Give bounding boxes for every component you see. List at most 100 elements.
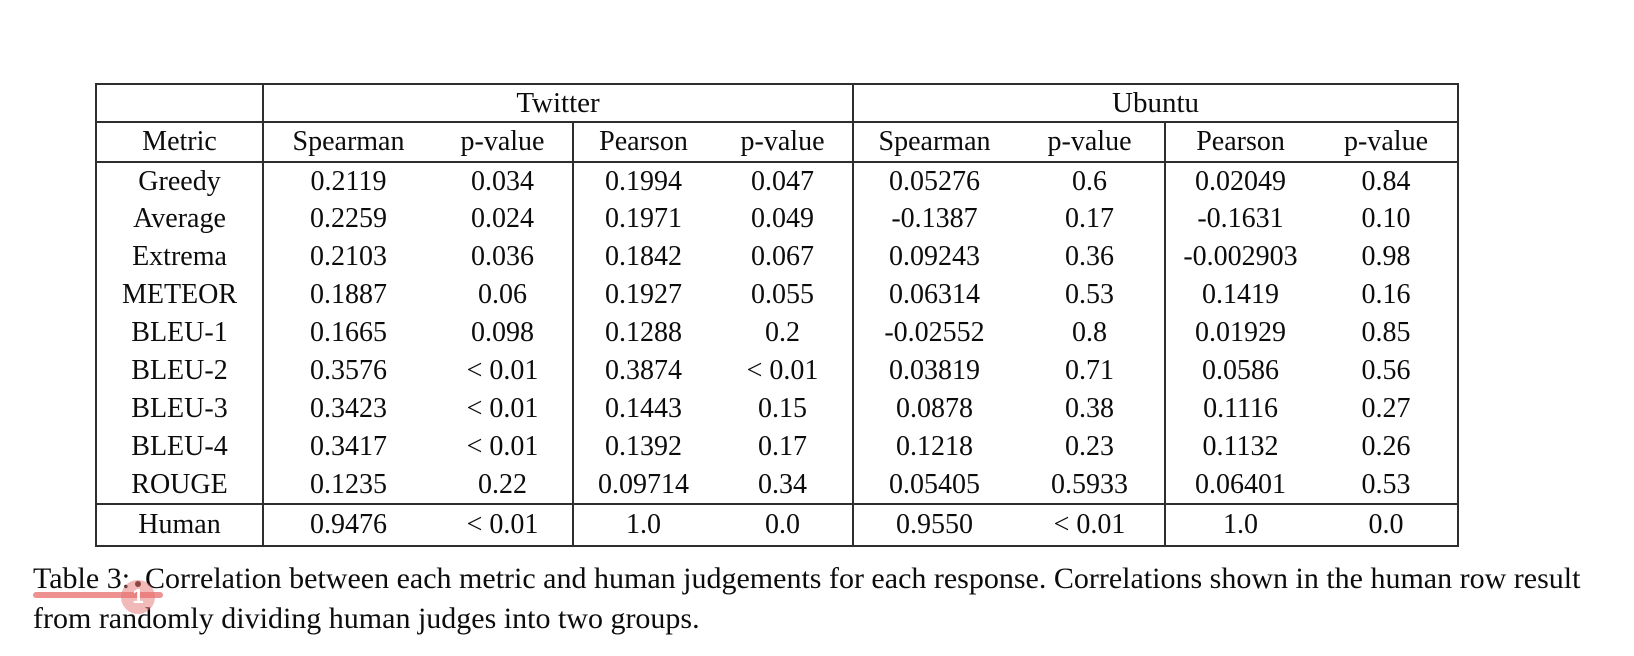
value-cell: 0.036: [471, 241, 534, 272]
metric-cell: ROUGE: [131, 468, 228, 500]
value-cell: 0.03819: [852, 352, 1016, 390]
corner-cell: [96, 84, 263, 122]
value-cell: 0.71: [1065, 355, 1115, 386]
value-cell: 0.1419: [1164, 276, 1316, 314]
value-cell: 0.049: [751, 203, 815, 234]
value-cell: 0.23: [1065, 431, 1115, 462]
value-cell: 0.0: [765, 509, 801, 540]
caption-text: Correlation between each metric and huma…: [33, 562, 1581, 635]
metric-cell: Human: [138, 509, 221, 540]
value-cell: 0.034: [471, 165, 534, 197]
value-cell: < 0.01: [746, 355, 819, 386]
column-header-spearman-ubuntu: Spearman: [852, 122, 1016, 162]
value-cell: < 0.01: [466, 509, 539, 540]
value-cell: 0.1288: [572, 314, 713, 352]
value-cell: < 0.01: [466, 431, 539, 462]
column-header-pearson-ubuntu: Pearson: [1164, 122, 1316, 162]
value-cell: -0.1631: [1164, 200, 1316, 238]
value-cell: 1.0: [1164, 504, 1316, 546]
metric-cell: BLEU-3: [131, 393, 228, 424]
column-header-pvalue: p-value: [1344, 126, 1429, 157]
value-cell: < 0.01: [466, 355, 539, 386]
column-header-pvalue: p-value: [740, 126, 825, 157]
value-cell: 0.3576: [262, 352, 433, 390]
value-cell: 0.17: [1065, 203, 1115, 234]
group-header-ubuntu: Ubuntu: [852, 84, 1459, 122]
value-cell: 0.067: [751, 241, 815, 272]
value-cell: 0.0: [1368, 509, 1404, 540]
value-cell: 0.1971: [572, 200, 713, 238]
table-group-header-row: Twitter Ubuntu: [96, 84, 1459, 122]
value-cell: 0.22: [478, 468, 527, 500]
value-cell: 0.06314: [852, 276, 1016, 314]
value-cell: 0.01929: [1164, 314, 1316, 352]
table-row: BLEU-4 0.3417 < 0.01 0.1392 0.17 0.1218 …: [96, 428, 1458, 466]
value-cell: 0.3417: [262, 428, 433, 466]
table-row: Average 0.2259 0.024 0.1971 0.049 -0.138…: [96, 200, 1458, 238]
metric-cell: Average: [133, 203, 226, 234]
column-header-spearman-twitter: Spearman: [262, 122, 433, 162]
annotation-dot-icon: [135, 581, 141, 587]
value-cell: 0.53: [1065, 279, 1115, 310]
value-cell: 0.1116: [1164, 390, 1316, 428]
column-header-pvalue: p-value: [460, 126, 545, 157]
value-cell: 0.2103: [262, 238, 433, 276]
value-cell: 0.2: [765, 317, 801, 348]
value-cell: 0.10: [1361, 203, 1411, 234]
value-cell: 0.1443: [572, 390, 713, 428]
value-cell: 0.1132: [1164, 428, 1316, 466]
value-cell: 0.17: [758, 431, 808, 462]
correlation-table: Twitter Ubuntu Metric Spearman p-value P…: [95, 83, 1460, 547]
value-cell: 0.85: [1361, 317, 1411, 348]
value-cell: -0.1387: [852, 200, 1016, 238]
value-cell: 0.1927: [572, 276, 713, 314]
table-row: Greedy 0.2119 0.034 0.1994 0.047 0.05276…: [96, 162, 1458, 200]
value-cell: 0.06401: [1164, 466, 1316, 504]
value-cell: 0.3423: [262, 390, 433, 428]
value-cell: 0.27: [1361, 393, 1411, 424]
value-cell: 0.53: [1361, 468, 1411, 500]
value-cell: 0.2119: [262, 162, 433, 200]
value-cell: 0.1218: [852, 428, 1016, 466]
table-row-human: Human 0.9476 < 0.01 1.0 0.0 0.9550 < 0.0…: [96, 504, 1459, 546]
table-row: BLEU-2 0.3576 < 0.01 0.3874 < 0.01 0.038…: [96, 352, 1458, 390]
value-cell: 1.0: [572, 504, 713, 546]
value-cell: 0.05405: [852, 466, 1016, 504]
value-cell: 0.26: [1361, 431, 1411, 462]
value-cell: 0.0586: [1164, 352, 1316, 390]
table-row: BLEU-1 0.1665 0.098 0.1288 0.2 -0.02552 …: [96, 314, 1458, 352]
value-cell: 0.3874: [572, 352, 713, 390]
value-cell: 0.1665: [262, 314, 433, 352]
value-cell: 0.84: [1361, 165, 1411, 197]
column-header-pvalue: p-value: [1047, 126, 1132, 157]
table-row: BLEU-3 0.3423 < 0.01 0.1443 0.15 0.0878 …: [96, 390, 1458, 428]
value-cell: -0.002903: [1164, 238, 1316, 276]
value-cell: 0.1842: [572, 238, 713, 276]
value-cell: 0.56: [1361, 355, 1411, 386]
table-row: METEOR 0.1887 0.06 0.1927 0.055 0.06314 …: [96, 276, 1458, 314]
value-cell: < 0.01: [466, 393, 539, 424]
value-cell: 0.1887: [262, 276, 433, 314]
metric-cell: BLEU-1: [131, 317, 228, 348]
value-cell: 0.06: [478, 279, 527, 310]
value-cell: < 0.01: [1053, 509, 1126, 540]
caption-label: Table 3:: [33, 562, 131, 595]
value-cell: 0.6: [1072, 165, 1108, 197]
value-cell: -0.02552: [852, 314, 1016, 352]
value-cell: 0.09714: [572, 466, 713, 504]
table-row: ROUGE 0.1235 0.22 0.09714 0.34 0.05405 0…: [96, 466, 1458, 504]
value-cell: 0.1392: [572, 428, 713, 466]
value-cell: 0.36: [1065, 241, 1115, 272]
value-cell: 0.16: [1361, 279, 1411, 310]
value-cell: 0.098: [471, 317, 534, 348]
annotation-underline: [33, 592, 163, 598]
metric-cell: Greedy: [138, 165, 221, 197]
value-cell: 0.05276: [852, 162, 1016, 200]
metric-cell: BLEU-2: [131, 355, 228, 386]
column-header-pearson-twitter: Pearson: [572, 122, 713, 162]
value-cell: 0.15: [758, 393, 808, 424]
value-cell: 0.2259: [262, 200, 433, 238]
value-cell: 0.0878: [852, 390, 1016, 428]
table-row: Extrema 0.2103 0.036 0.1842 0.067 0.0924…: [96, 238, 1458, 276]
